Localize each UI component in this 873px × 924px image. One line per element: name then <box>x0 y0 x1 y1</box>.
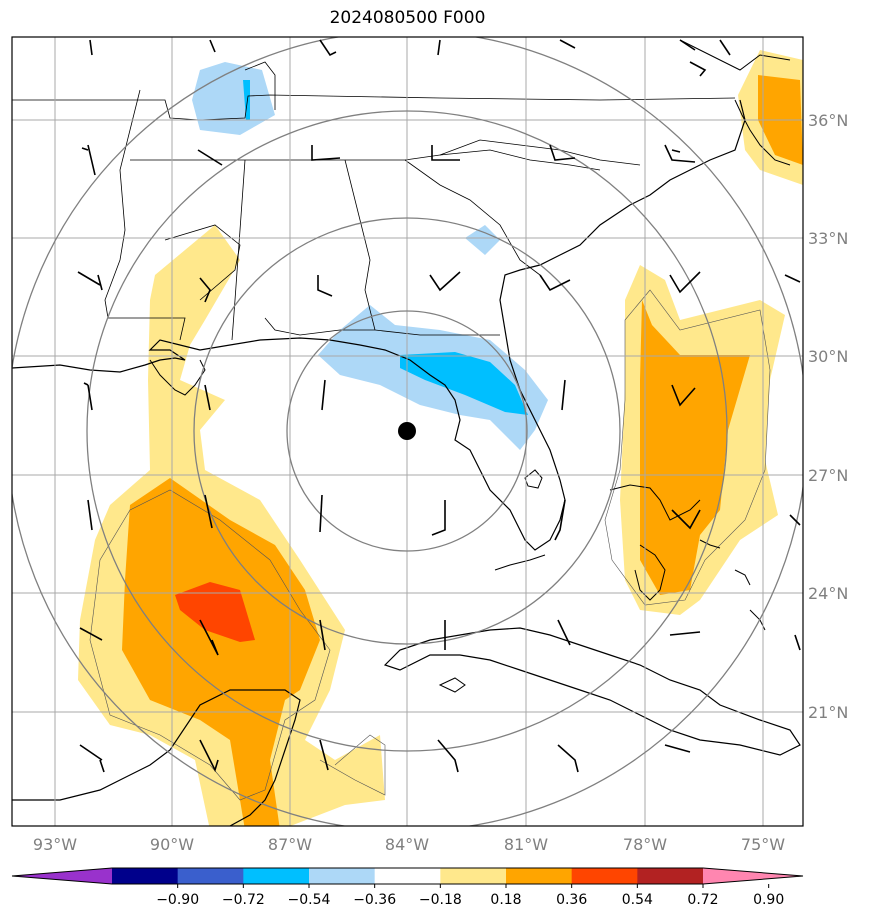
colorbar-tick-label: 0.18 <box>490 892 521 908</box>
colorbar-tick-label: 0.54 <box>622 892 653 908</box>
colorbar-segment <box>243 868 310 884</box>
lat-label-21: 21°N <box>808 703 848 722</box>
colorbar-tick-label: −0.18 <box>419 892 462 908</box>
filled-contours <box>78 50 803 826</box>
contour-orange-atlantic <box>640 300 750 595</box>
lon-label-84: 84°W <box>385 835 429 854</box>
range-rings <box>12 37 803 826</box>
colorbar-segment <box>374 868 441 884</box>
lat-label-36: 36°N <box>808 111 848 130</box>
range-ring-1 <box>286 310 528 552</box>
range-ring-2 <box>193 217 621 645</box>
lon-label-93: 93°W <box>33 835 77 854</box>
map-frame <box>11 36 804 827</box>
colorbar-tick-label: −0.72 <box>222 892 265 908</box>
colorbar-tick-label: 0.72 <box>687 892 718 908</box>
colorbar <box>11 867 804 885</box>
colorbar-tick-label: 0.90 <box>753 892 784 908</box>
map-title: 2024080500 F000 <box>329 8 486 28</box>
contour-blue-north-florida <box>400 352 528 415</box>
lat-label-33: 33°N <box>808 229 848 248</box>
colorbar-segment <box>440 868 507 884</box>
colorbar-segment <box>177 868 244 884</box>
colorbar-tick-label: −0.36 <box>353 892 396 908</box>
colorbar-extension-low <box>12 868 112 884</box>
lon-label-81: 81°W <box>504 835 548 854</box>
coastlines-borders <box>12 39 801 826</box>
colorbar-tick-label: −0.54 <box>288 892 331 908</box>
map-area <box>12 37 803 826</box>
colorbar-segment <box>309 868 376 884</box>
colorbar-segment <box>506 868 573 884</box>
lon-label-75: 75°W <box>741 835 785 854</box>
lat-label-24: 24°N <box>808 584 848 603</box>
lon-label-78: 78°W <box>623 835 667 854</box>
colorbar-extension-high <box>703 868 803 884</box>
colorbar-tick-label: 0.36 <box>556 892 587 908</box>
range-ring-3 <box>86 110 728 752</box>
colorbar-outline <box>11 867 804 885</box>
wind-barbs <box>77 39 801 773</box>
contour-outlines <box>89 289 771 801</box>
contour-light-blue-tennessee <box>192 62 275 135</box>
colorbar-segment <box>112 868 179 884</box>
lon-label-90: 90°W <box>150 835 194 854</box>
colorbar-tick-label: −0.90 <box>156 892 199 908</box>
latitude-labels: 36°N 33°N 30°N 27°N 24°N 21°N <box>808 111 848 722</box>
colorbar-labels: −0.90 −0.72 −0.54 −0.36 −0.18 0.18 0.36 0.54 0.7… <box>156 884 784 908</box>
lon-label-87: 87°W <box>268 835 312 854</box>
contour-blue-tennessee <box>243 80 250 120</box>
colorbar-segment <box>637 868 704 884</box>
lat-label-27: 27°N <box>808 466 848 485</box>
longitude-labels: 93°W 90°W 87°W 84°W 81°W 78°W 75°W <box>33 835 785 854</box>
contour-red-gulf <box>175 582 255 642</box>
storm-center-marker <box>398 422 416 440</box>
colorbar-segment <box>571 868 638 884</box>
contour-light-blue-georgia <box>465 225 500 255</box>
lat-label-30: 30°N <box>808 347 848 366</box>
